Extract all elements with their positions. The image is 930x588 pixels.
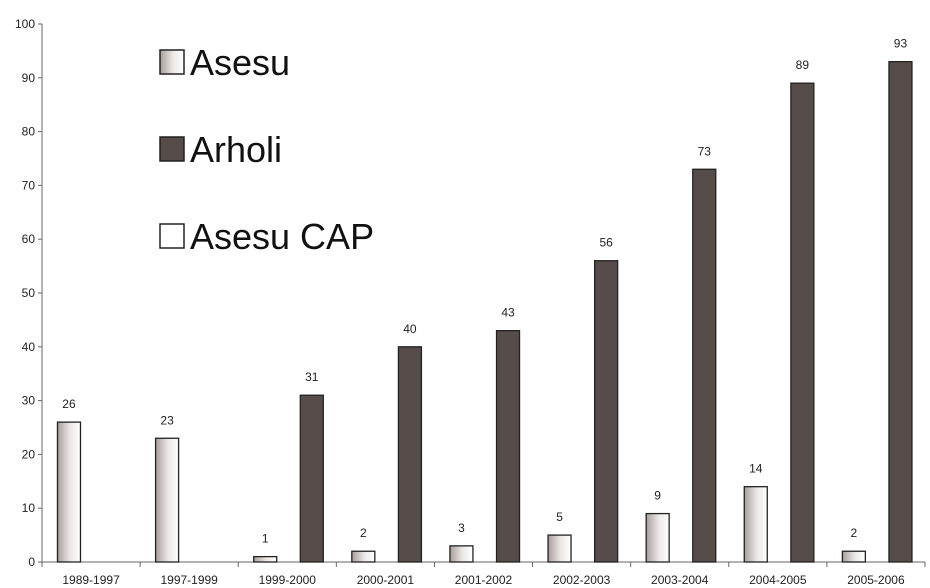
bar-asesu xyxy=(743,486,768,563)
data-label: 3 xyxy=(458,521,465,535)
x-tick-label: 2005-2006 xyxy=(847,573,905,587)
x-tick-label: 2004-2005 xyxy=(749,573,807,587)
data-label: 93 xyxy=(894,37,908,51)
data-label: 2 xyxy=(360,526,367,540)
data-label: 14 xyxy=(749,462,763,476)
bar-asesu xyxy=(841,550,867,563)
legend-label: Arholi xyxy=(190,129,282,170)
x-tick-label: 2001-2002 xyxy=(455,573,513,587)
bar-arholi xyxy=(790,82,815,563)
bar-arholi xyxy=(593,260,619,563)
bar-asesu xyxy=(547,534,572,563)
data-label: 89 xyxy=(796,58,810,72)
bar-arholi xyxy=(888,61,913,563)
axes: 0 10 20 30 40 50 60 70 80 90 100 1989-1997 1997-1999… xyxy=(15,17,926,587)
data-label: 26 xyxy=(62,397,76,411)
data-label: 56 xyxy=(599,236,613,250)
bar-arholi xyxy=(299,394,324,563)
data-label: 2 xyxy=(851,526,858,540)
y-tick-label: 100 xyxy=(15,17,35,31)
y-tick-label: 80 xyxy=(22,125,36,139)
bar-arholi xyxy=(495,330,521,563)
x-tick-label: 2000-2001 xyxy=(357,573,415,587)
bars xyxy=(56,61,913,563)
data-label: 9 xyxy=(654,489,661,503)
y-tick-label: 90 xyxy=(22,71,36,85)
bar-asesu xyxy=(645,512,670,563)
y-tick-label: 60 xyxy=(22,232,36,246)
bar-arholi xyxy=(397,346,423,563)
y-tick-label: 20 xyxy=(22,447,36,461)
y-tick-label: 30 xyxy=(22,394,36,408)
legend: Asesu Arholi Asesu CAP xyxy=(159,42,374,257)
y-tick-label: 40 xyxy=(22,340,36,354)
legend-swatch xyxy=(159,49,185,75)
x-tick-label: 1999-2000 xyxy=(259,573,317,587)
x-tick-label: 1997-1999 xyxy=(160,573,218,587)
y-tick-label: 70 xyxy=(22,178,36,192)
data-label: 73 xyxy=(698,144,712,158)
data-labels: 2623123591423140435673899322 xyxy=(62,37,908,546)
data-label: 23 xyxy=(160,413,174,427)
data-label: 5 xyxy=(556,510,563,524)
bar-asesu xyxy=(253,555,278,563)
legend-label: Asesu CAP xyxy=(190,216,374,257)
data-label: 31 xyxy=(305,370,319,384)
y-tick-label: 0 xyxy=(28,555,35,569)
bar-asesu xyxy=(351,550,376,563)
x-tick-label: 2002-2003 xyxy=(553,573,611,587)
data-label: 43 xyxy=(501,306,515,320)
legend-swatch xyxy=(159,136,185,162)
x-tick-label: 2003-2004 xyxy=(651,573,709,587)
y-tick-label: 50 xyxy=(22,286,36,300)
bar-arholi xyxy=(692,168,717,563)
x-tick-label: 1989-1997 xyxy=(62,573,120,587)
data-label: 40 xyxy=(403,322,417,336)
legend-label: Asesu xyxy=(190,42,290,83)
bar-asesu xyxy=(449,545,474,563)
legend-swatch xyxy=(159,223,185,249)
bar-asesu xyxy=(154,437,180,563)
data-label: 1 xyxy=(262,532,269,546)
bar-asesu xyxy=(56,421,82,563)
y-tick-label: 10 xyxy=(22,501,36,515)
